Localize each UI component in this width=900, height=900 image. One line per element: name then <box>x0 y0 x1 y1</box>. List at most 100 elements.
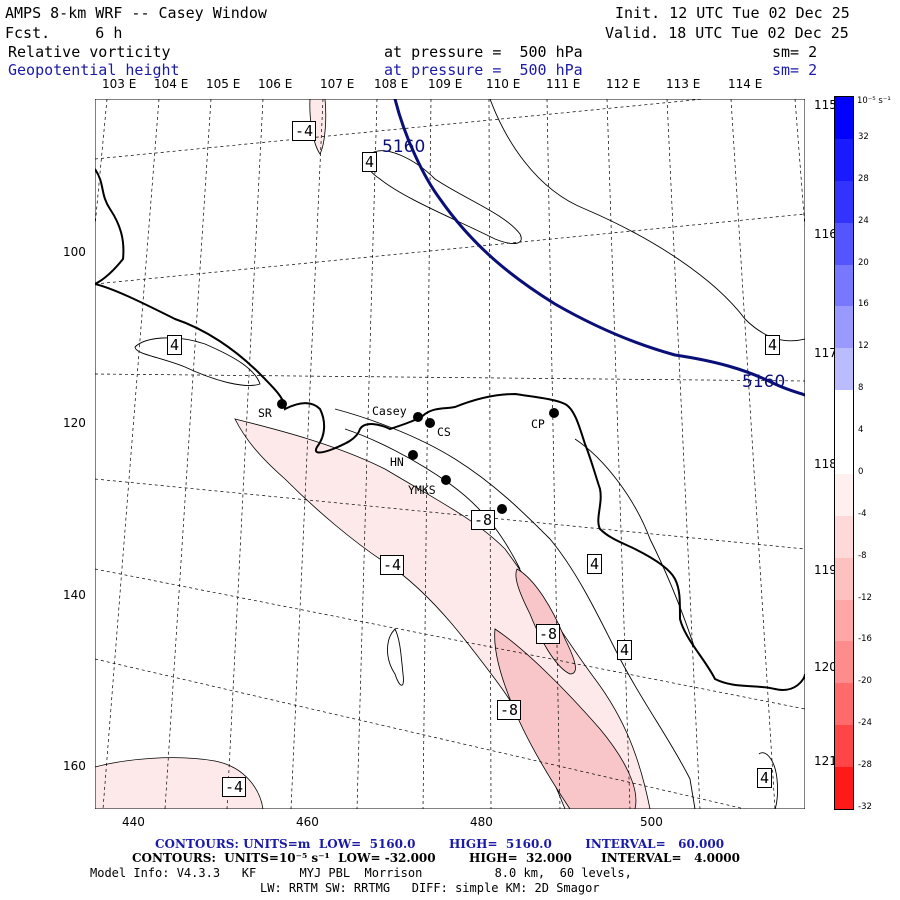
colorbar-tick-label: 0 <box>858 466 864 477</box>
lon-label: 105 E <box>206 77 241 91</box>
colorbar-segment <box>835 138 853 182</box>
colorbar-tick-label: -32 <box>858 802 872 812</box>
x-axis-label: 500 <box>640 815 663 829</box>
colorbar-segment <box>835 390 853 433</box>
colorbar-segment <box>835 557 853 601</box>
vorticity-shade-minus8-b <box>515 568 576 675</box>
footer-contours-height: CONTOURS: UNITS=m LOW= 5160.0 HIGH= 5160… <box>155 837 725 851</box>
height-label-5160: 5160 <box>742 372 786 392</box>
colorbar-tick-label: -28 <box>858 760 872 771</box>
colorbar-segment <box>835 180 853 224</box>
lon-label: 111 E <box>546 77 581 91</box>
field1-pressure: at pressure = 500 hPa <box>384 43 583 61</box>
colorbar-tick-label: 24 <box>858 215 869 226</box>
contour-label-minus8: -8 <box>536 624 561 644</box>
colorbar-segment <box>835 348 853 391</box>
contour-label-4: 4 <box>617 640 633 660</box>
colorbar-segment <box>835 725 853 768</box>
y-axis-label: 100 <box>63 245 86 259</box>
colorbar-tick-label: 4 <box>858 425 864 436</box>
station-label-casey: Casey <box>372 404 407 418</box>
colorbar-segment <box>835 683 853 726</box>
lon-label: 104 E <box>154 77 189 91</box>
contour-label-4: 4 <box>757 768 773 788</box>
lon-label: 109 E <box>428 77 463 91</box>
x-axis-label: 440 <box>122 815 145 829</box>
vorticity-contours <box>134 99 805 809</box>
contour-label-minus4: -4 <box>380 555 405 575</box>
lon-label: 114 E <box>728 77 763 91</box>
colorbar-segment <box>835 222 853 266</box>
colorbar-segment <box>835 97 853 140</box>
lon-label: 108 E <box>374 77 409 91</box>
contour-label-minus4: -4 <box>222 777 247 797</box>
colorbar-segment <box>835 767 853 810</box>
coastline <box>95 168 805 691</box>
colorbar-tick-label: -24 <box>858 718 872 729</box>
colorbar-segment <box>835 306 853 349</box>
colorbar-segment <box>835 264 853 307</box>
y-axis-label: 160 <box>63 759 86 773</box>
station-label-ymks: YMKS <box>408 483 436 497</box>
colorbar-tick-label: 20 <box>858 257 869 268</box>
colorbar-tick-label: 32 <box>858 131 869 142</box>
height-label-5160: 5160 <box>382 137 426 157</box>
footer-model-info: Model Info: V4.3.3 KF MYJ PBL Morrison 8… <box>90 866 632 880</box>
y-axis-label: 140 <box>63 588 86 602</box>
title: AMPS 8-km WRF -- Casey Window <box>5 4 267 22</box>
station-markers <box>277 399 559 514</box>
lon-label: 103 E <box>102 77 137 91</box>
contour-label-4: 4 <box>362 152 378 172</box>
station-label-hn: HN <box>390 455 404 469</box>
colorbar-segment <box>835 641 853 684</box>
lon-label: 107 E <box>320 77 355 91</box>
field1-smoothing: sm= 2 <box>772 43 818 61</box>
contour-label-4: 4 <box>765 335 781 355</box>
colorbar-tick-label: -4 <box>858 508 867 519</box>
colorbar-tick-label: -12 <box>858 592 872 603</box>
graticule <box>95 99 805 809</box>
footer-model-info-2: LW: RRTM SW: RRTMG DIFF: simple KM: 2D S… <box>260 881 600 895</box>
lon-label: 110 E <box>486 77 521 91</box>
colorbar <box>834 96 854 810</box>
station-label-cs: CS <box>437 425 451 439</box>
vorticity-shade-minus4-c <box>309 99 327 155</box>
contour-label-4: 4 <box>587 554 603 574</box>
contour-label-minus8: -8 <box>497 700 522 720</box>
y-axis-label: 120 <box>63 416 86 430</box>
geopotential-5160 <box>393 99 805 397</box>
lon-label: 106 E <box>258 77 293 91</box>
colorbar-tick-label: 28 <box>858 173 869 184</box>
map-plot <box>95 99 805 809</box>
station-label-cp: CP <box>531 417 545 431</box>
vorticity-shade-minus4-b <box>95 757 264 809</box>
field1-name: Relative vorticity <box>8 43 171 61</box>
colorbar-segment <box>835 599 853 642</box>
init-time: Init. 12 UTC Tue 02 Dec 25 <box>615 4 850 22</box>
colorbar-segment <box>835 432 853 475</box>
contour-label-minus4: -8 <box>471 510 496 530</box>
contour-label-4: 4 <box>167 335 183 355</box>
footer-contours-vorticity: CONTOURS: UNITS=10⁻⁵ s⁻¹ LOW= -32.000 HI… <box>132 851 740 865</box>
lon-label: 112 E <box>606 77 641 91</box>
forecast-hour: Fcst. 6 h <box>5 24 123 42</box>
field2-pressure: at pressure = 500 hPa <box>384 61 583 79</box>
colorbar-tick-label: 8 <box>858 383 864 394</box>
colorbar-tick-label: 12 <box>858 341 869 352</box>
contour-label-minus4: -4 <box>292 121 317 141</box>
valid-time: Valid. 18 UTC Tue 02 Dec 25 <box>605 24 849 42</box>
colorbar-tick-label: -20 <box>858 676 872 687</box>
station-label-sr: SR <box>258 406 272 420</box>
map-background <box>95 99 805 809</box>
colorbar-tick-label: -8 <box>858 550 867 561</box>
field2-name: Geopotential height <box>8 61 180 79</box>
colorbar-tick-label: -16 <box>858 634 872 645</box>
lon-label: 113 E <box>666 77 701 91</box>
field2-smoothing: sm= 2 <box>772 61 818 79</box>
colorbar-tick-label: 16 <box>858 299 869 310</box>
x-axis-label: 480 <box>470 815 493 829</box>
colorbar-segment <box>835 473 853 517</box>
x-axis-label: 460 <box>296 815 319 829</box>
colorbar-segment <box>835 515 853 559</box>
colorbar-unit: 10⁻⁵ s⁻¹ <box>857 96 891 106</box>
